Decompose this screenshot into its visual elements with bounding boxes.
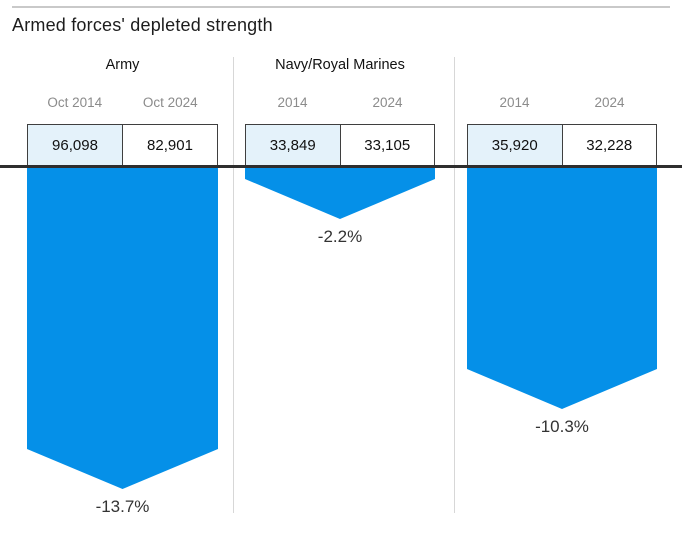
value-box: 96,098 82,901 [27, 124, 218, 166]
percent-change-label: -10.3% [535, 417, 589, 436]
percent-change-label: -2.2% [317, 227, 363, 246]
group-divider [454, 57, 455, 513]
chart-group-army: Army Oct 2014 Oct 2024 96,098 82,901 -13… [27, 0, 218, 540]
value-2014: 33,849 [246, 125, 341, 165]
column-labels: Oct 2014 Oct 2024 [27, 95, 218, 110]
column-label-2024: 2024 [372, 95, 403, 110]
zero-baseline [0, 165, 682, 168]
column-label-2014: 2014 [499, 95, 530, 110]
top-rule [12, 6, 670, 8]
decline-arrow [467, 168, 657, 409]
decline-arrow [245, 168, 435, 219]
chart-title: Armed forces' depleted strength [12, 15, 273, 35]
group-title: Army [105, 57, 140, 73]
column-label-2014: Oct 2014 [47, 95, 103, 110]
group-divider [233, 57, 234, 513]
value-2024: 82,901 [123, 125, 217, 165]
column-labels: 2014 2024 [467, 95, 657, 110]
column-label-2024: Oct 2024 [142, 95, 198, 110]
percent-change-label: -13.7% [95, 497, 150, 516]
value-box: 35,920 32,228 [467, 124, 657, 166]
column-label-2024: 2024 [594, 95, 625, 110]
chart-group-third: 2014 2024 35,920 32,228 -10.3% [467, 0, 657, 540]
value-2024: 33,105 [340, 125, 434, 165]
chart-group-navy-royal-marines: Navy/Royal Marines 2014 2024 33,849 33,1… [245, 0, 435, 540]
value-2014: 96,098 [28, 125, 123, 165]
value-box: 33,849 33,105 [245, 124, 435, 166]
column-labels: 2014 2024 [245, 95, 435, 110]
group-title: Navy/Royal Marines [275, 57, 405, 73]
column-label-2014: 2014 [277, 95, 308, 110]
value-2014: 35,920 [468, 125, 563, 165]
value-2024: 32,228 [562, 125, 656, 165]
decline-arrow [27, 168, 218, 489]
